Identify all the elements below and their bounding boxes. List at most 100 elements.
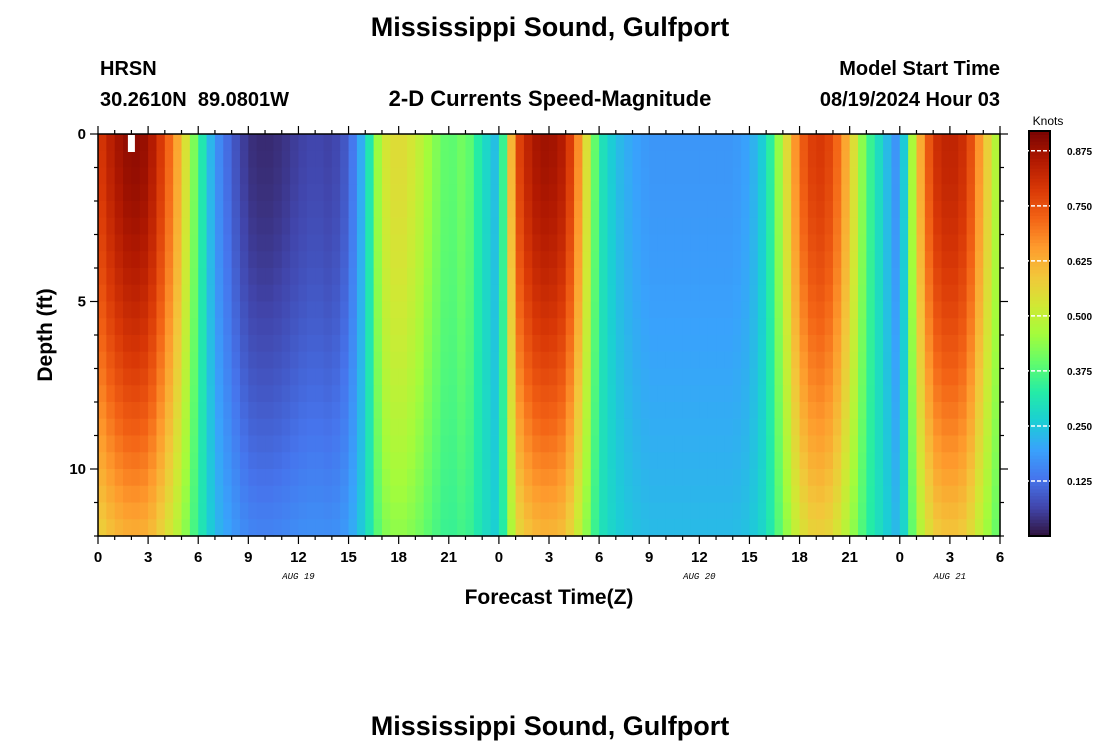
heatmap-cell: [699, 284, 709, 303]
heatmap-cell: [515, 485, 525, 504]
heatmap-cell: [231, 217, 241, 236]
heatmap-cell: [949, 284, 959, 303]
heatmap-cell: [924, 469, 934, 487]
heatmap-cell: [766, 167, 776, 185]
heatmap-cell: [599, 418, 609, 437]
heatmap-cell: [757, 184, 767, 202]
heatmap-cell: [924, 435, 934, 453]
heatmap-cell: [824, 368, 834, 386]
heatmap-cell: [390, 335, 400, 353]
heatmap-cell: [323, 402, 333, 420]
heatmap-cell: [799, 519, 809, 537]
heatmap-cell: [331, 452, 341, 470]
heatmap-cell: [540, 469, 550, 487]
heatmap-cell: [415, 234, 425, 252]
heatmap-cell: [206, 150, 216, 169]
heatmap-cell: [381, 469, 391, 487]
heatmap-cell: [407, 167, 416, 185]
heatmap-cell: [899, 485, 909, 504]
heatmap-cell: [699, 418, 709, 437]
heatmap-cell: [741, 217, 751, 236]
heatmap-cell: [858, 402, 867, 420]
heatmap-cell: [248, 519, 258, 537]
heatmap-cell: [849, 351, 859, 370]
heatmap-cell: [549, 268, 558, 286]
heatmap-cell: [724, 385, 734, 403]
heatmap-cell: [924, 318, 934, 336]
colorbar-segment: [1029, 529, 1050, 534]
heatmap-cell: [398, 452, 408, 470]
heatmap-cell: [574, 335, 584, 353]
heatmap-cell: [139, 368, 149, 386]
y-tick-label: 5: [78, 294, 86, 311]
heatmap-cell: [532, 318, 542, 336]
heatmap-cell: [682, 368, 692, 386]
heatmap-cell: [323, 385, 333, 403]
heatmap-cell: [256, 335, 266, 353]
heatmap-cell: [941, 150, 951, 169]
heatmap-cell: [983, 335, 993, 353]
heatmap-cell: [98, 234, 107, 252]
heatmap-cell: [156, 201, 166, 219]
heatmap-cell: [665, 435, 675, 453]
heatmap-cell: [766, 385, 776, 403]
heatmap-cell: [557, 284, 567, 303]
heatmap-cell: [164, 469, 174, 487]
heatmap-cell: [757, 234, 767, 252]
heatmap-cell: [716, 402, 725, 420]
colorbar-segment: [1029, 316, 1050, 321]
heatmap-cell: [991, 318, 1001, 336]
heatmap-cell: [741, 318, 751, 336]
heatmap-cell: [106, 435, 116, 453]
heatmap-cell: [440, 385, 450, 403]
heatmap-cell: [239, 368, 249, 386]
heatmap-cell: [448, 184, 458, 202]
heatmap-cell: [214, 452, 224, 470]
heatmap-cell: [173, 519, 183, 537]
heatmap-cell: [139, 301, 149, 319]
heatmap-cell: [632, 368, 642, 386]
heatmap-cell: [674, 201, 684, 219]
heatmap-cell: [966, 251, 976, 269]
heatmap-cell: [415, 351, 425, 370]
heatmap-cell: [415, 150, 425, 169]
heatmap-cell: [181, 150, 191, 169]
heatmap-cell: [473, 435, 483, 453]
heatmap-cell: [290, 418, 300, 437]
heatmap-cell: [841, 402, 851, 420]
heatmap-cell: [716, 502, 725, 520]
heatmap-cell: [749, 134, 759, 152]
heatmap-cell: [123, 251, 133, 269]
colorbar-tick-label: 0.375: [1067, 367, 1092, 378]
heatmap-cell: [148, 234, 158, 252]
heatmap-cell: [858, 452, 867, 470]
heatmap-cell: [223, 502, 233, 520]
heatmap-cell: [874, 318, 884, 336]
heatmap-cell: [540, 234, 550, 252]
heatmap-cell: [632, 469, 642, 487]
heatmap-cell: [707, 234, 717, 252]
heatmap-cell: [899, 217, 909, 236]
heatmap-cell: [674, 351, 684, 370]
heatmap-cell: [690, 435, 700, 453]
heatmap-cell: [782, 452, 792, 470]
heatmap-cell: [908, 368, 918, 386]
heatmap-cell: [181, 167, 191, 185]
heatmap-cell: [849, 251, 859, 269]
heatmap-cell: [323, 150, 333, 169]
heatmap-cell: [657, 167, 667, 185]
heatmap-cell: [707, 385, 717, 403]
heatmap-cell: [615, 217, 625, 236]
heatmap-cell: [181, 268, 191, 286]
heatmap-cell: [682, 134, 692, 152]
heatmap-cell: [757, 452, 767, 470]
heatmap-cell: [306, 150, 316, 169]
heatmap-cell: [749, 418, 759, 437]
heatmap-cell: [549, 234, 558, 252]
heatmap-cell: [98, 418, 107, 437]
heatmap-cell: [239, 201, 249, 219]
heatmap-cell: [365, 150, 375, 169]
heatmap-cell: [565, 217, 575, 236]
heatmap-cell: [123, 385, 133, 403]
heatmap-cell: [373, 184, 383, 202]
